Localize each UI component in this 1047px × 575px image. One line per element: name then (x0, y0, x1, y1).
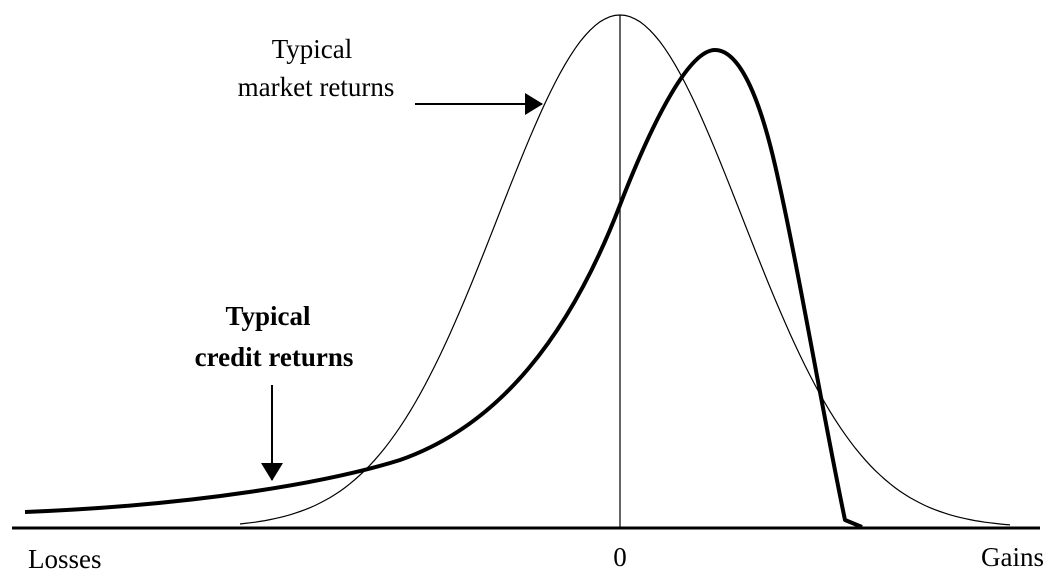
credit-curve (24, 48, 863, 529)
market-label: market returns (238, 72, 395, 102)
credit-label: credit returns (195, 342, 354, 372)
axis-label: Losses (28, 544, 102, 574)
axis-label: 0 (613, 542, 627, 572)
axis-label: Gains (981, 542, 1044, 572)
credit-label: Typical (225, 301, 311, 331)
market-curve (239, 14, 1011, 526)
market-label: Typical (272, 34, 353, 64)
